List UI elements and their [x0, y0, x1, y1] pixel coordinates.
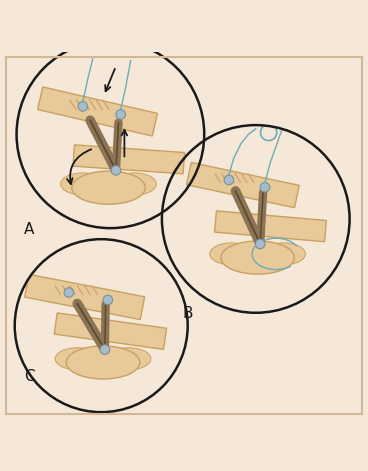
Ellipse shape	[61, 173, 105, 195]
Ellipse shape	[221, 241, 294, 274]
Text: C: C	[24, 369, 35, 384]
Ellipse shape	[55, 348, 99, 370]
Circle shape	[100, 345, 110, 354]
Circle shape	[17, 41, 204, 228]
Polygon shape	[187, 162, 299, 208]
Polygon shape	[25, 274, 145, 319]
Text: A: A	[24, 222, 34, 236]
Ellipse shape	[107, 348, 151, 370]
Polygon shape	[73, 145, 185, 174]
Ellipse shape	[210, 243, 254, 265]
Circle shape	[255, 239, 265, 249]
Polygon shape	[54, 313, 167, 349]
Circle shape	[111, 166, 121, 175]
Ellipse shape	[261, 243, 305, 265]
Circle shape	[116, 110, 125, 119]
Ellipse shape	[72, 171, 145, 204]
Ellipse shape	[66, 346, 140, 379]
Ellipse shape	[112, 173, 156, 195]
Text: B: B	[182, 306, 193, 321]
Polygon shape	[215, 211, 326, 242]
Circle shape	[103, 295, 113, 305]
Circle shape	[224, 175, 234, 185]
Circle shape	[64, 288, 74, 297]
Circle shape	[162, 125, 350, 313]
Circle shape	[78, 102, 88, 111]
Circle shape	[260, 182, 270, 192]
Circle shape	[15, 239, 188, 412]
Polygon shape	[38, 87, 158, 136]
